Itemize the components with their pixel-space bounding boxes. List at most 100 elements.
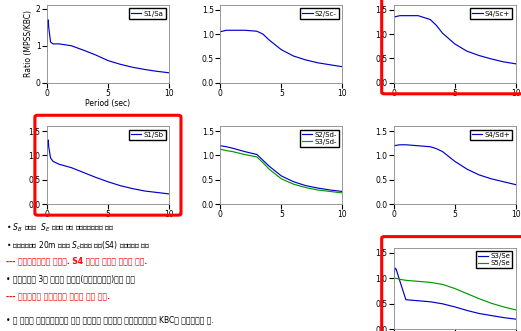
S3/Sd- [278, 177, 284, 181]
S1/Sb [117, 184, 123, 188]
S4/Sd+ [488, 177, 494, 181]
S1/Sa [154, 69, 160, 73]
Line: S3/Se: S3/Se [394, 268, 516, 319]
S3/Sd- [224, 149, 230, 153]
S4/Sd+ [501, 180, 507, 184]
S4/Sc+ [452, 42, 458, 46]
S3/Sd- [229, 150, 235, 154]
S4/Sc+ [464, 49, 470, 53]
S2/Sd- [315, 186, 321, 190]
S2/Sc- [260, 32, 266, 36]
Legend: S1/Sa: S1/Sa [129, 8, 166, 19]
S1/Sb [80, 170, 86, 174]
S4/Sd+ [513, 183, 519, 187]
S1/Sb [47, 156, 54, 160]
S4/Sc+ [439, 31, 445, 35]
S1/Sb [93, 175, 99, 179]
Legend: S4/Sc+: S4/Sc+ [470, 8, 512, 19]
S2/Sc- [315, 61, 321, 65]
S5/Se [396, 277, 403, 281]
Legend: S1/Sb: S1/Sb [129, 130, 166, 140]
S3/Sd- [315, 188, 321, 192]
S3/Sd- [290, 182, 296, 186]
S4/Sc+ [513, 62, 519, 66]
S4/Sd+ [476, 173, 482, 177]
S1/Sb [129, 187, 135, 191]
Text: • 기반암길이가 20m 이상인 $S_c$지반의 경우(S4) 단주기에서 증가: • 기반암길이가 20m 이상인 $S_c$지반의 경우(S4) 단주기에서 증… [6, 239, 151, 252]
S4/Sd+ [415, 144, 421, 148]
S3/Sd- [242, 153, 248, 157]
S3/Se [396, 279, 403, 283]
S3/Se [464, 308, 470, 312]
S2/Sc- [290, 54, 296, 58]
Legend: S2/Sc-: S2/Sc- [301, 8, 339, 19]
S1/Sb [68, 166, 75, 169]
S3/Sd- [303, 186, 309, 190]
S2/Sc- [303, 58, 309, 62]
S5/Se [476, 297, 482, 301]
S5/Se [439, 282, 445, 286]
S4/Sc+ [476, 54, 482, 58]
S1/Sb [142, 189, 148, 193]
S4/Sc+ [415, 14, 421, 18]
Text: • 공통적으로 3초 이상의 장주기(변위일정구간)에서 감소: • 공통적으로 3초 이상의 장주기(변위일정구간)에서 감소 [6, 274, 135, 283]
S2/Sd- [242, 150, 248, 154]
S2/Sc- [229, 28, 235, 32]
Text: --- 고층건물의 지진하중의 과도한 저하 우려.: --- 고층건물의 지진하중의 과도한 저하 우려. [6, 292, 110, 301]
S3/Se [513, 317, 519, 321]
S1/Sa [105, 59, 111, 63]
S3/Se [392, 266, 398, 270]
S2/Sc- [339, 65, 345, 69]
S5/Se [415, 279, 421, 283]
S1/Sb [45, 138, 51, 142]
S1/Sb [46, 145, 52, 149]
S2/Sc- [217, 30, 224, 34]
S2/Sd- [327, 188, 333, 192]
S2/Sc- [224, 28, 230, 32]
Text: • 이 비교는 지반증폭계수에 대한 비교이며 기본적인 지진하중수준은 KBC가 공통편보다 큼.: • 이 비교는 지반증폭계수에 대한 비교이며 기본적인 지진하중수준은 KBC… [6, 316, 214, 325]
S3/Se [452, 305, 458, 309]
S3/Sd- [254, 155, 260, 159]
S4/Sc+ [433, 24, 440, 27]
Legend: S2/Sd-, S3/Sd-: S2/Sd-, S3/Sd- [300, 130, 339, 147]
S3/Sd- [339, 191, 345, 195]
X-axis label: Period (sec): Period (sec) [85, 99, 130, 109]
S2/Sd- [278, 174, 284, 178]
S1/Sa [129, 65, 135, 69]
S3/Se [427, 300, 433, 304]
S5/Se [393, 276, 399, 280]
S1/Sa [68, 44, 75, 48]
Legend: S3/Se, S5/Se: S3/Se, S5/Se [476, 251, 512, 268]
S1/Sa [44, 44, 50, 48]
S1/Sb [105, 180, 111, 184]
Line: S1/Sa: S1/Sa [47, 20, 169, 73]
S1/Sa [45, 18, 51, 22]
S2/Sc- [266, 38, 272, 42]
S1/Sb [44, 154, 50, 158]
S2/Sc- [278, 48, 284, 52]
S4/Sc+ [396, 14, 403, 18]
S1/Sa [56, 42, 62, 46]
Text: • $S_B$ 지반과  $S_E$ 지반의 경우 지반증폭계수가 감소: • $S_B$ 지반과 $S_E$ 지반의 경우 지반증폭계수가 감소 [6, 221, 114, 234]
S3/Se [488, 313, 494, 317]
S1/Sa [47, 40, 54, 44]
Line: S1/Sb: S1/Sb [47, 140, 169, 194]
S4/Sd+ [433, 147, 440, 151]
S1/Sa [44, 20, 51, 24]
S3/Se [476, 311, 482, 315]
S2/Sd- [339, 189, 345, 193]
S1/Sb [44, 140, 51, 144]
S1/Sa [46, 25, 52, 29]
S3/Se [501, 316, 507, 320]
Line: S4/Sc+: S4/Sc+ [394, 16, 516, 64]
S5/Se [513, 308, 519, 312]
S2/Sd- [290, 180, 296, 184]
S3/Se [393, 267, 399, 271]
S4/Sc+ [403, 14, 409, 18]
S5/Se [391, 276, 397, 280]
S1/Sb [154, 190, 160, 194]
S5/Se [452, 287, 458, 291]
S4/Sd+ [452, 159, 458, 163]
S1/Sa [142, 68, 148, 71]
S4/Sc+ [427, 18, 433, 22]
